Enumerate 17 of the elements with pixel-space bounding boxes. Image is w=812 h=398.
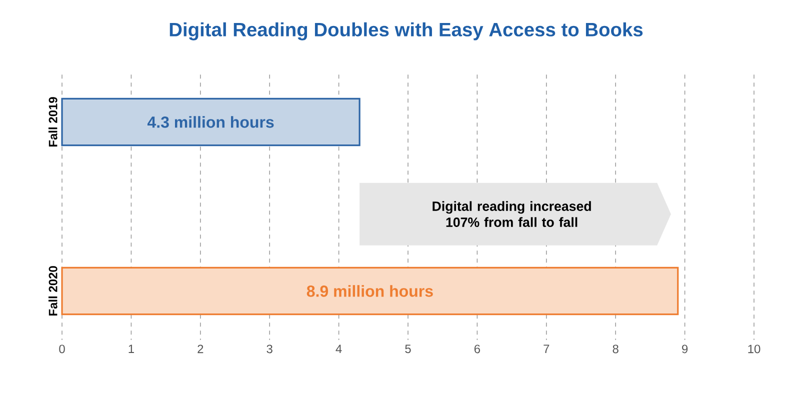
x-tick-label: 6 — [474, 344, 480, 354]
x-tick-label: 8 — [612, 344, 618, 354]
y-tick-label: Fall 2020 — [48, 266, 58, 316]
x-tick-label: 9 — [682, 344, 688, 354]
x-tick-label: 1 — [128, 344, 134, 353]
data-label: 8.9 million hours — [306, 285, 433, 297]
chart-title: Digital Reading Doubles with Easy Access to Books — [170, 22, 643, 40]
x-tick-label: 5 — [405, 344, 411, 354]
annotation: Digital reading increased 107% from fall to fall — [432, 201, 591, 227]
x-tick-label: 10 — [748, 344, 760, 354]
x-tick-label: 3 — [266, 344, 272, 354]
data-label: 4.3 million hours — [147, 116, 274, 128]
y-tick-label: Fall 2019 — [48, 97, 58, 147]
x-tick-label: 0 — [59, 344, 65, 354]
x-tick-label: 7 — [544, 344, 550, 353]
x-tick-label: 4 — [336, 344, 342, 353]
x-tick-label: 2 — [198, 344, 204, 354]
